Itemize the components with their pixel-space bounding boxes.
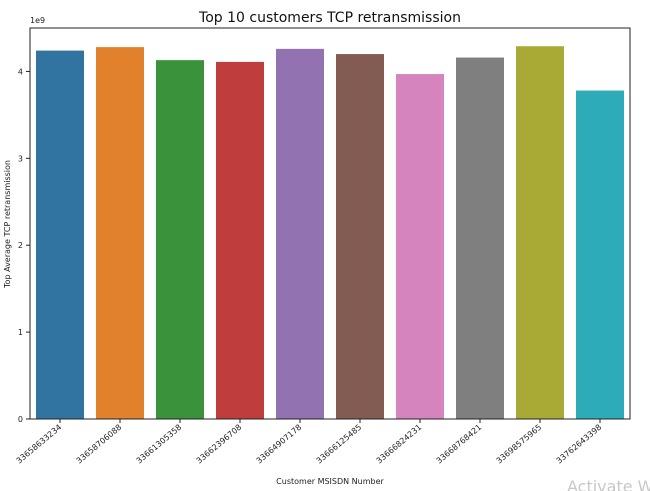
x-tick-label: 33668768421 (435, 423, 484, 466)
chart-title: Top 10 customers TCP retransmission (198, 10, 461, 26)
x-tick-label: 33662396708 (195, 423, 244, 466)
bar-33658706088 (96, 47, 144, 420)
y-axis-label: Top Average TCP retransmission (3, 160, 12, 289)
x-axis-label: Customer MSISDN Number (276, 477, 384, 486)
bar-33762643398 (576, 90, 624, 419)
y-axis-ticks: 0 1 2 3 4 (18, 67, 30, 424)
bar-33662396708 (216, 61, 264, 420)
activate-windows-watermark: Activate W (567, 477, 650, 491)
x-tick-label: 33666125485 (315, 423, 364, 466)
x-tick-label: 33658706088 (75, 423, 124, 466)
plot-frame (29, 27, 631, 420)
x-tick-label: 33762643398 (555, 423, 604, 466)
y-tick-label: 0 (18, 415, 23, 424)
x-axis-ticks: 33658633234 33658706088 33661305358 3366239… (15, 419, 604, 466)
x-tick-label: 33664907178 (255, 423, 304, 466)
y-tick-label: 4 (18, 67, 23, 76)
bar-33661305358 (156, 60, 204, 419)
x-tick-label: 33666824231 (375, 423, 424, 466)
bar-group (36, 46, 624, 420)
bar-33668768421 (456, 57, 504, 419)
y-tick-label: 3 (18, 154, 23, 163)
y-tick-label: 2 (18, 241, 23, 250)
bar-33666125485 (336, 54, 384, 420)
bar-33658633234 (36, 50, 84, 419)
x-tick-label: 33658633234 (15, 423, 64, 466)
bar-33664907178 (276, 48, 324, 419)
x-tick-label: 33661305358 (135, 423, 184, 466)
bar-33698575965 (516, 46, 564, 419)
y-offset-label: 1e9 (30, 16, 45, 25)
x-tick-label: 33698575965 (495, 423, 544, 466)
y-tick-label: 1 (18, 328, 23, 337)
bar-33666824231 (396, 74, 444, 419)
